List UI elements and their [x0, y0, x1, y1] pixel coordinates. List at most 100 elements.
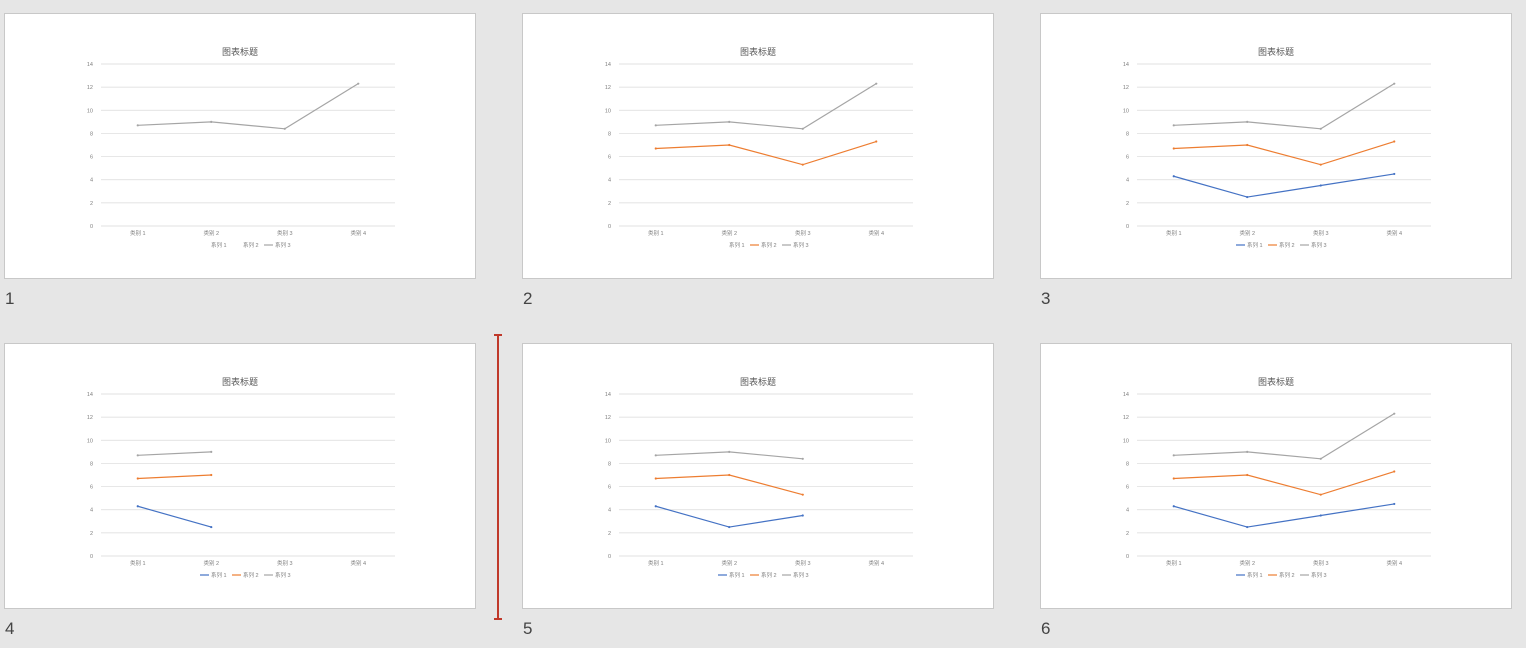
data-point	[1393, 82, 1396, 85]
y-tick-label: 2	[90, 531, 93, 537]
x-tick-label: 类别 2	[203, 229, 219, 237]
x-tick-label: 类别 4	[868, 559, 884, 567]
legend-label: 系列 2	[243, 241, 259, 249]
series-line	[137, 83, 359, 130]
line-chart: 图表标题 0 2 4 6 8 10 12 14 类别 1 类别 2 类别 3 类别 4 系列 1 系列 2 系…	[605, 376, 913, 579]
data-point	[1319, 163, 1322, 166]
data-point	[1246, 143, 1249, 147]
y-tick-label: 0	[1126, 554, 1129, 560]
data-point	[1246, 450, 1249, 453]
line-chart: 图表标题 0 2 4 6 8 10 12 14 类别 1 类别 2 类别 3 类别 4 系列 1 系列 2 系…	[87, 46, 395, 249]
y-tick-label: 14	[87, 62, 93, 68]
data-point	[801, 514, 804, 517]
x-tick-label: 类别 2	[203, 559, 219, 567]
data-point	[1393, 502, 1396, 506]
x-tick-label: 类别 2	[721, 559, 737, 567]
data-point	[654, 477, 657, 480]
y-tick-label: 10	[605, 108, 611, 114]
data-point	[210, 450, 213, 453]
legend-label: 系列 1	[729, 241, 745, 249]
data-point	[1172, 454, 1175, 457]
legend-label: 系列 1	[211, 571, 227, 579]
series-line	[1173, 503, 1395, 528]
series-line	[1173, 173, 1395, 198]
y-tick-label: 8	[90, 131, 93, 137]
data-point	[1319, 493, 1322, 496]
y-tick-label: 8	[608, 461, 611, 467]
series-line	[137, 505, 212, 528]
y-tick-label: 4	[608, 508, 611, 514]
y-tick-label: 4	[608, 178, 611, 184]
x-tick-label: 类别 3	[277, 229, 293, 237]
data-point	[1246, 120, 1249, 123]
chart-title: 图表标题	[740, 46, 776, 57]
x-tick-label: 类别 1	[1166, 559, 1182, 567]
y-tick-label: 14	[1123, 62, 1129, 68]
x-tick-label: 类别 4	[1386, 559, 1402, 567]
data-point	[654, 505, 657, 508]
x-tick-label: 类别 3	[1313, 229, 1329, 237]
x-tick-label: 类别 3	[795, 229, 811, 237]
data-point	[136, 477, 139, 480]
series-line	[655, 83, 877, 130]
y-tick-label: 8	[608, 131, 611, 137]
series-line	[137, 474, 212, 480]
data-point	[1246, 525, 1249, 529]
data-point	[1246, 195, 1249, 199]
x-tick-label: 类别 4	[1386, 229, 1402, 237]
slide-thumbnail-2[interactable]: 图表标题 0 2 4 6 8 10 12 14 类别 1 类别 2 类别 3 类别 4 系列 1 系列 2 系…	[522, 13, 994, 279]
line-chart: 图表标题 0 2 4 6 8 10 12 14 类别 1 类别 2 类别 3 类别 4 系列 1 系列 2 系…	[1123, 46, 1431, 249]
slide-thumbnail-3[interactable]: 图表标题 0 2 4 6 8 10 12 14 类别 1 类别 2 类别 3 类别 4 系列 1 系列 2 系…	[1040, 13, 1512, 279]
y-tick-label: 6	[90, 155, 93, 161]
legend-label: 系列 3	[275, 571, 291, 579]
y-tick-label: 6	[1126, 485, 1129, 491]
y-tick-label: 0	[608, 224, 611, 230]
data-point	[728, 450, 731, 453]
legend-label: 系列 1	[1247, 571, 1263, 579]
y-tick-label: 2	[1126, 531, 1129, 537]
y-tick-label: 4	[1126, 178, 1129, 184]
data-point	[654, 124, 657, 127]
x-tick-label: 类别 2	[721, 229, 737, 237]
y-tick-label: 6	[608, 155, 611, 161]
slide-thumbnail-6[interactable]: 图表标题 0 2 4 6 8 10 12 14 类别 1 类别 2 类别 3 类别 4 系列 1 系列 2 系…	[1040, 343, 1512, 609]
y-tick-label: 10	[1123, 438, 1129, 444]
series-line	[137, 451, 212, 456]
y-tick-label: 14	[605, 392, 611, 398]
y-tick-label: 12	[1123, 415, 1129, 421]
data-point	[210, 473, 213, 477]
y-tick-label: 12	[1123, 85, 1129, 91]
y-tick-label: 4	[1126, 508, 1129, 514]
x-tick-label: 类别 1	[130, 559, 146, 567]
data-point	[210, 120, 213, 123]
x-tick-label: 类别 1	[648, 229, 664, 237]
series-line	[655, 474, 803, 496]
chart-title: 图表标题	[1258, 376, 1294, 387]
legend-label: 系列 2	[1279, 571, 1295, 579]
y-tick-label: 10	[87, 438, 93, 444]
data-point	[654, 454, 657, 457]
insertion-marker	[494, 334, 502, 620]
y-tick-label: 0	[1126, 224, 1129, 230]
data-point	[136, 454, 139, 457]
slide-thumbnail-4[interactable]: 图表标题 0 2 4 6 8 10 12 14 类别 1 类别 2 类别 3 类别 4 系列 1 系列 2 系…	[4, 343, 476, 609]
series-line	[655, 140, 877, 166]
legend-label: 系列 1	[1247, 241, 1263, 249]
chart-title: 图表标题	[740, 376, 776, 387]
y-tick-label: 8	[1126, 131, 1129, 137]
slide-thumbnail-1[interactable]: 图表标题 0 2 4 6 8 10 12 14 类别 1 类别 2 类别 3 类别 4 系列 1 系列 2 系…	[4, 13, 476, 279]
y-tick-label: 6	[608, 485, 611, 491]
data-point	[136, 124, 139, 127]
legend-label: 系列 3	[793, 571, 809, 579]
data-point	[1319, 127, 1322, 130]
x-tick-label: 类别 4	[350, 559, 366, 567]
series-line	[1173, 413, 1395, 460]
data-point	[210, 525, 213, 529]
data-point	[801, 163, 804, 166]
legend-label: 系列 3	[1311, 571, 1327, 579]
line-chart: 图表标题 0 2 4 6 8 10 12 14 类别 1 类别 2 类别 3 类别 4 系列 1 系列 2 系…	[1123, 376, 1431, 579]
data-point	[728, 120, 731, 123]
y-tick-label: 4	[90, 508, 93, 514]
slide-thumbnail-5[interactable]: 图表标题 0 2 4 6 8 10 12 14 类别 1 类别 2 类别 3 类别 4 系列 1 系列 2 系…	[522, 343, 994, 609]
y-tick-label: 0	[90, 224, 93, 230]
